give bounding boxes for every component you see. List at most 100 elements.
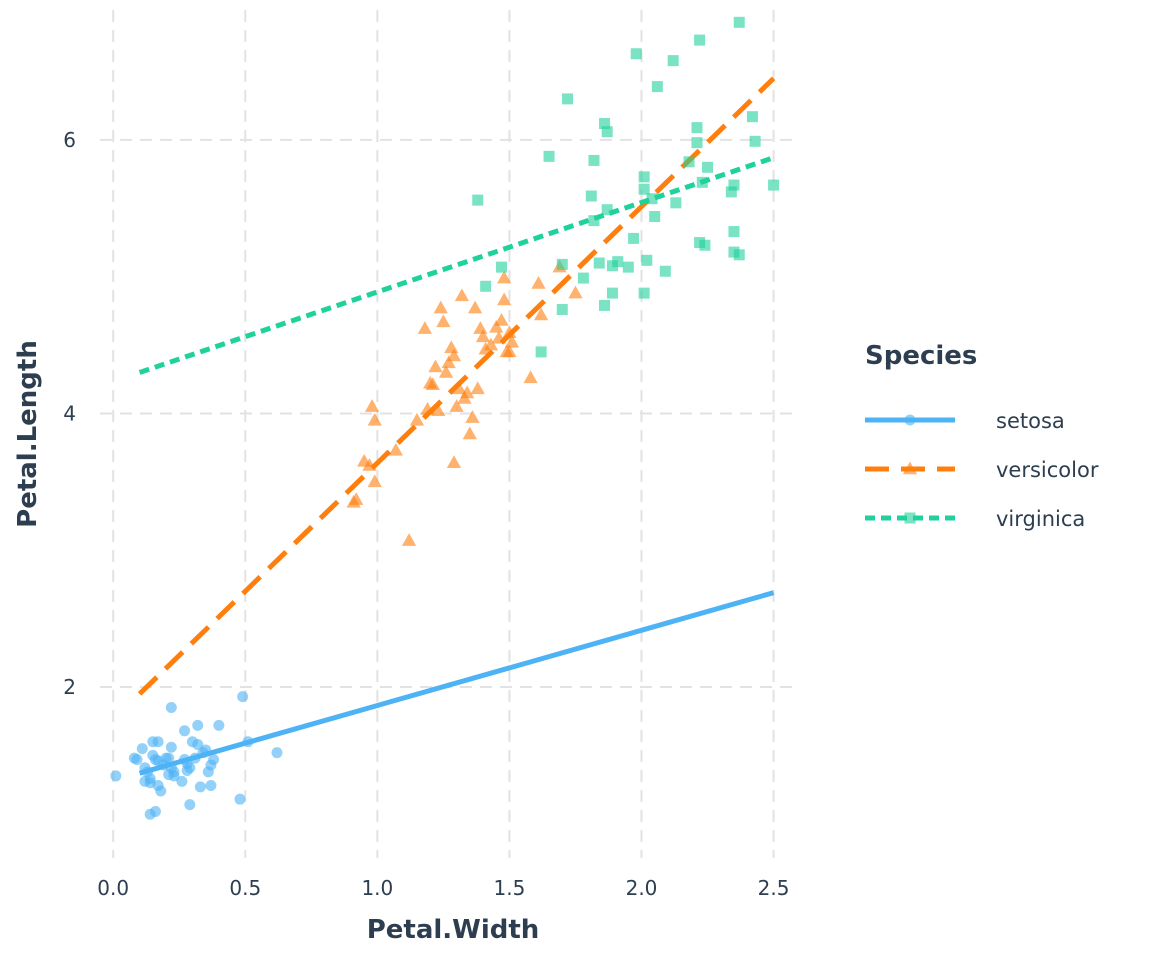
- virginica-point: [733, 16, 745, 28]
- virginica-point: [599, 118, 611, 130]
- virginica-point: [683, 156, 695, 168]
- virginica-point: [496, 261, 508, 273]
- virginica-point: [601, 126, 613, 138]
- versicolor-point: [367, 412, 382, 426]
- setosa-point: [205, 780, 217, 792]
- virginica-point: [577, 272, 589, 284]
- virginica-point: [651, 81, 663, 93]
- versicolor-point: [430, 403, 446, 416]
- setosa-point: [152, 736, 164, 748]
- setosa-point: [208, 754, 220, 766]
- virginica-point: [612, 256, 624, 268]
- y-tick-label: 4: [63, 401, 76, 425]
- versicolor-point: [420, 401, 435, 415]
- virginica-point: [749, 135, 761, 147]
- versicolor-point: [531, 276, 546, 289]
- versicolor-point: [428, 359, 443, 373]
- versicolor-point: [502, 344, 517, 358]
- versicolor-point: [425, 377, 440, 391]
- setosa-point: [179, 725, 191, 737]
- versicolor-point: [367, 474, 382, 488]
- setosa-point: [155, 785, 167, 797]
- virginica-point: [556, 258, 568, 270]
- versicolor-point: [362, 457, 377, 471]
- x-axis-title: Petal.Width: [367, 915, 540, 945]
- setosa-point: [165, 702, 177, 714]
- versicolor-point: [460, 385, 475, 399]
- virginica-point: [733, 249, 745, 261]
- virginica-point: [601, 204, 613, 216]
- versicolor-point: [483, 337, 499, 351]
- x-tick-label: 1.0: [361, 876, 393, 900]
- versicolor-point: [502, 325, 517, 339]
- versicolor-point: [491, 330, 506, 344]
- virginica-point: [694, 34, 706, 46]
- virginica-point: [588, 154, 600, 166]
- virginica-point: [606, 287, 618, 299]
- versicolor-point: [489, 319, 504, 333]
- virginica-point: [472, 194, 484, 206]
- virginica-point: [638, 171, 650, 183]
- virginica-point: [535, 346, 547, 358]
- versicolor-point: [438, 364, 454, 378]
- setosa-point: [149, 805, 161, 817]
- virginica-point: [670, 197, 682, 209]
- setosa-point: [165, 741, 177, 753]
- setosa-point: [234, 793, 246, 805]
- virginica-point: [562, 93, 574, 105]
- x-tick-label: 2.5: [758, 876, 790, 900]
- legend-title: Species: [865, 341, 977, 371]
- virginica-point: [585, 190, 597, 202]
- setosa-point: [168, 770, 180, 782]
- setosa-point: [192, 738, 204, 750]
- versicolor-point: [349, 492, 364, 505]
- versicolor-point: [568, 285, 583, 299]
- versicolor-point: [473, 321, 488, 334]
- virginica-point: [638, 287, 650, 299]
- setosa-point: [213, 719, 225, 731]
- x-tick-label: 1.5: [494, 876, 526, 900]
- x-tick-label: 2.0: [626, 876, 658, 900]
- tick-labels: 0.0 0.5 1.0 1.5 2.0 2.5 2 4 6: [63, 128, 789, 900]
- virginica-point: [543, 150, 555, 162]
- legend: Species setosa versicolor virginica: [865, 341, 1099, 531]
- virginica-point: [667, 55, 679, 67]
- setosa-legend-marker: [904, 414, 916, 426]
- legend-item-virginica: virginica: [865, 507, 1085, 531]
- virginica-point: [638, 183, 650, 195]
- y-tick-label: 6: [63, 128, 76, 152]
- setosa-point: [136, 743, 148, 755]
- setosa-point: [184, 762, 196, 774]
- versicolor-point: [452, 381, 467, 395]
- versicolor-point: [494, 312, 509, 326]
- versicolor-point: [436, 314, 451, 328]
- setosa-point: [189, 752, 201, 764]
- virginica-point: [646, 193, 658, 205]
- legend-item-setosa: setosa: [865, 409, 1065, 433]
- virginica-legend-marker: [904, 512, 916, 524]
- versicolor-point: [462, 426, 477, 440]
- virginica-point: [728, 226, 740, 238]
- versicolor-point: [534, 307, 549, 321]
- virginica-point: [691, 137, 703, 149]
- virginica-point: [480, 280, 492, 292]
- versicolor-point: [504, 334, 520, 348]
- virginica-point: [556, 304, 568, 316]
- virginica-point: [696, 176, 708, 188]
- versicolor-point: [409, 412, 425, 426]
- setosa-point: [242, 736, 254, 748]
- virginica-point: [691, 122, 703, 134]
- x-tick-label: 0.0: [97, 876, 129, 900]
- virginica-point: [588, 215, 600, 227]
- virginica-point: [630, 48, 642, 60]
- legend-items: setosa versicolor virginica: [865, 409, 1099, 531]
- data-points: [110, 16, 780, 820]
- setosa-point: [200, 744, 212, 756]
- virginica-point: [628, 232, 640, 244]
- versicolor-point: [446, 455, 462, 468]
- versicolor-point: [364, 399, 380, 412]
- legend-item-versicolor: versicolor: [865, 458, 1099, 482]
- virginica-point: [649, 211, 661, 223]
- versicolor-legend-marker: [902, 461, 918, 475]
